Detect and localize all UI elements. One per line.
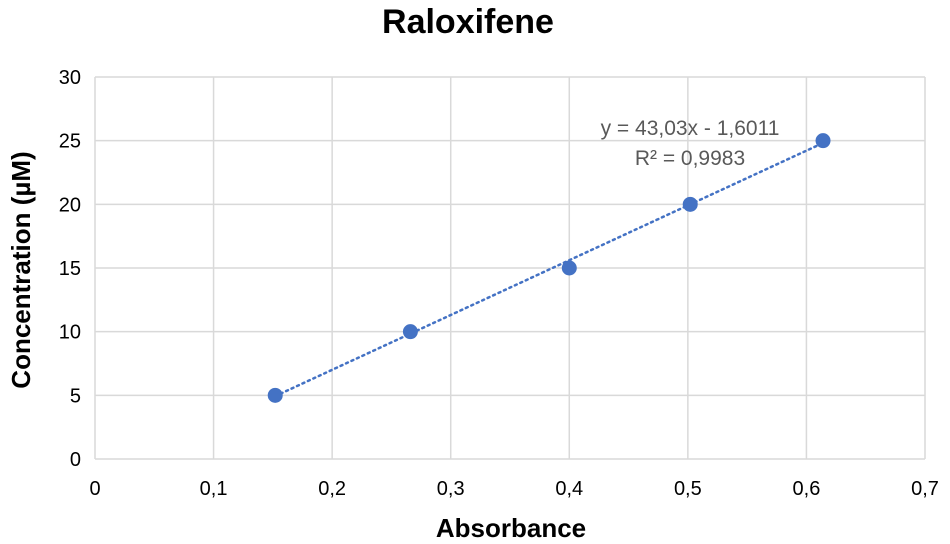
y-tick-label: 15 (59, 258, 81, 280)
grid (94, 76, 926, 460)
x-tick-label: 0,1 (200, 478, 228, 500)
y-tick-label: 10 (59, 322, 81, 344)
chart-title: Raloxifene (382, 3, 554, 41)
x-tick-label: 0 (89, 478, 100, 500)
y-axis-ticks: 0 5 10 15 20 25 30 (59, 67, 81, 471)
data-point (402, 324, 418, 340)
data-point (682, 196, 698, 212)
x-tick-label: 0,2 (318, 478, 346, 500)
data-point (815, 133, 831, 149)
trendline (273, 141, 825, 398)
y-tick-label: 0 (70, 449, 81, 471)
x-tick-label: 0,6 (793, 478, 821, 500)
x-tick-label: 0,7 (911, 478, 939, 500)
data-point (267, 387, 283, 403)
x-tick-label: 0,4 (555, 478, 583, 500)
x-axis-title: Absorbance (436, 513, 586, 543)
x-tick-label: 0,5 (674, 478, 702, 500)
y-tick-label: 5 (70, 385, 81, 407)
trendline-equation: y = 43,03x - 1,6011 (601, 117, 780, 140)
x-axis-ticks: 0 0,1 0,2 0,3 0,4 0,5 0,6 0,7 (89, 478, 938, 500)
y-tick-label: 30 (59, 67, 81, 89)
data-point (561, 260, 577, 276)
y-tick-label: 25 (59, 131, 81, 153)
trendline-layer (273, 141, 825, 398)
y-tick-label: 20 (59, 194, 81, 216)
trendline-r-squared: R² = 0,9983 (635, 147, 745, 170)
y-axis-title: Concentration (µM) (6, 151, 36, 388)
data-points (267, 133, 831, 403)
x-tick-label: 0,3 (437, 478, 465, 500)
